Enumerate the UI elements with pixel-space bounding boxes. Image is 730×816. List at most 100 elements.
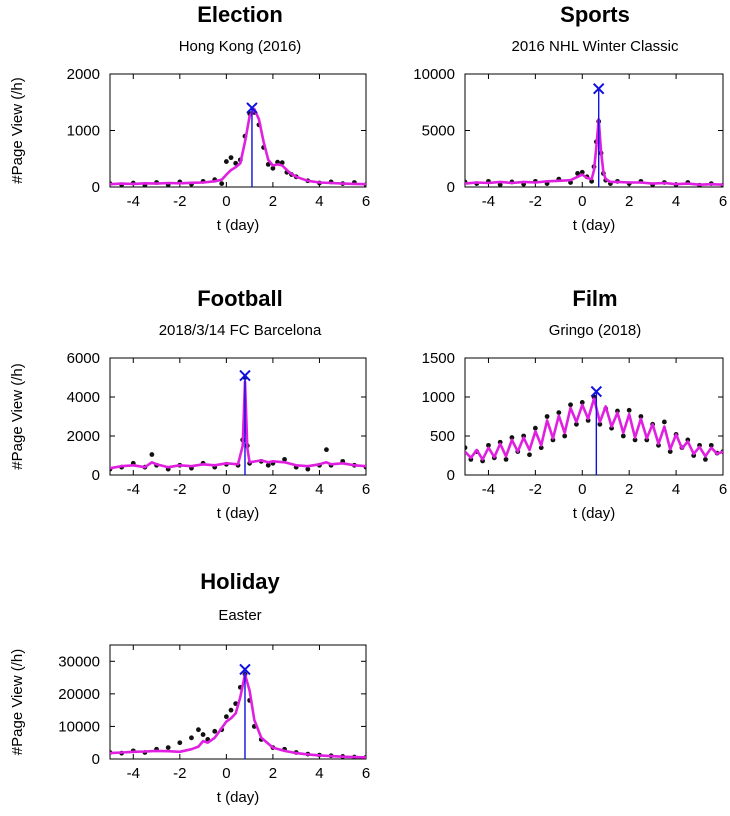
- data-point: [667, 449, 673, 454]
- chart-plot-holiday: -4 -2 0 2 4 6 0 10000 20000 30000 t (day) #Page Vie…: [9, 644, 370, 806]
- data-point: [219, 181, 225, 187]
- chart-title: Holiday: [200, 569, 280, 594]
- y-axis-label: #Page View (/h): [9, 649, 26, 755]
- x-tick-label: 4: [315, 765, 323, 782]
- chart-panel-football: Football 2018/3/14 FC Barcelona -4 -2 0 2 4 6…: [0, 272, 370, 544]
- x-tick-label: 4: [672, 193, 680, 210]
- data-point: [620, 433, 626, 439]
- y-tick-label: 0: [92, 179, 100, 196]
- data-point: [212, 728, 218, 734]
- chart-subtitle: 2018/3/14 FC Barcelona: [158, 322, 322, 339]
- fit-line: [465, 397, 723, 461]
- data-point: [189, 735, 194, 741]
- y-axis-label: #Page View (/h): [9, 77, 26, 183]
- plot-area: [465, 117, 723, 187]
- y-tick-label: 1000: [67, 123, 100, 140]
- x-tick-label: -2: [529, 481, 542, 498]
- data-point: [589, 178, 595, 184]
- chart-title: Football: [197, 286, 283, 311]
- plot-area: [110, 671, 366, 759]
- data-point: [638, 414, 644, 419]
- x-axis-label: t (day): [573, 505, 616, 522]
- y-tick-label: 500: [430, 428, 455, 445]
- chart-subtitle: Gringo (2018): [548, 322, 642, 339]
- x-tick-label: 2: [269, 765, 277, 782]
- chart-title: Film: [572, 286, 618, 311]
- data-point: [703, 457, 708, 462]
- data-point: [532, 425, 538, 431]
- fit-line: [110, 673, 366, 759]
- data-point: [228, 707, 234, 713]
- y-tick-label: 30000: [58, 653, 100, 670]
- data-point: [556, 410, 562, 415]
- x-tick-label: 4: [315, 193, 323, 210]
- data-point: [597, 421, 603, 427]
- data-point: [509, 435, 515, 440]
- x-axis-label: t (day): [217, 217, 260, 234]
- y-tick-label: 1500: [422, 350, 455, 367]
- data-point: [228, 155, 234, 161]
- data-point: [177, 740, 183, 746]
- x-tick-label: 2: [269, 193, 277, 210]
- plot-frame: [109, 357, 367, 476]
- data-point: [200, 732, 206, 737]
- x-tick-label: 6: [362, 765, 370, 782]
- x-tick-label: -4: [127, 481, 140, 498]
- y-tick-label: 5000: [422, 123, 455, 140]
- y-axis-label: #Page View (/h): [9, 363, 26, 469]
- y-tick-label: 0: [447, 467, 455, 484]
- data-point: [223, 714, 229, 720]
- y-tick-label: 0: [92, 751, 100, 768]
- plot-area: [110, 375, 366, 472]
- data-point: [324, 447, 329, 453]
- data-point: [486, 442, 491, 448]
- data-point: [575, 171, 580, 176]
- x-tick-label: 0: [222, 193, 230, 210]
- y-tick-label: 1000: [422, 389, 455, 406]
- plot-frame: [109, 644, 367, 760]
- x-axis-label: t (day): [573, 217, 616, 234]
- fit-line: [110, 380, 366, 470]
- x-tick-label: 6: [362, 481, 370, 498]
- chart-title: Sports: [560, 2, 630, 27]
- data-point: [465, 445, 468, 451]
- chart-plot-sports: -4 -2 0 2 4 6 0 5000 10000 t (day): [413, 66, 727, 234]
- y-tick-label: 2000: [67, 428, 100, 445]
- x-tick-label: 6: [362, 193, 370, 210]
- data-point: [538, 445, 544, 451]
- data-point: [165, 745, 171, 750]
- chart-subtitle: 2016 NHL Winter Classic: [511, 38, 679, 55]
- x-tick-label: 0: [222, 765, 230, 782]
- x-tick-label: 4: [672, 481, 680, 498]
- y-tick-label: 10000: [413, 66, 455, 83]
- x-tick-label: -4: [127, 193, 140, 210]
- data-point: [497, 182, 503, 187]
- chart-panel-holiday: Holiday Easter -4 -2 0 2 4 6 0 10000 20000 30000 t…: [0, 544, 370, 816]
- x-tick-label: 4: [315, 481, 323, 498]
- x-tick-label: 6: [719, 193, 727, 210]
- data-point: [282, 457, 287, 462]
- chart-plot-election: -4 -2 0 2 4 6 0 1000 2000 t (day) #Page View (/h): [9, 66, 370, 234]
- fit-line: [110, 107, 366, 186]
- data-point: [270, 165, 276, 171]
- y-tick-label: 10000: [58, 718, 100, 735]
- y-tick-label: 2000: [67, 66, 100, 83]
- data-point: [527, 452, 532, 458]
- fit-line: [465, 117, 723, 186]
- data-point: [305, 466, 311, 472]
- y-tick-label: 0: [92, 467, 100, 484]
- chart-plot-football: -4 -2 0 2 4 6 0 2000 4000 6000 t (day) #Page View (…: [9, 350, 370, 522]
- data-point: [265, 462, 271, 468]
- data-point: [568, 402, 573, 408]
- x-tick-label: 2: [625, 193, 633, 210]
- chart-subtitle: Easter: [218, 607, 262, 624]
- x-tick-label: 2: [625, 481, 633, 498]
- chart-subtitle: Hong Kong (2016): [178, 38, 302, 55]
- y-tick-label: 6000: [67, 350, 100, 367]
- data-point: [574, 421, 579, 427]
- peak-cross-mark: [590, 385, 603, 398]
- x-tick-label: -4: [482, 481, 495, 498]
- x-axis-label: t (day): [217, 789, 260, 806]
- x-axis-label: t (day): [217, 505, 260, 522]
- data-point: [562, 433, 568, 439]
